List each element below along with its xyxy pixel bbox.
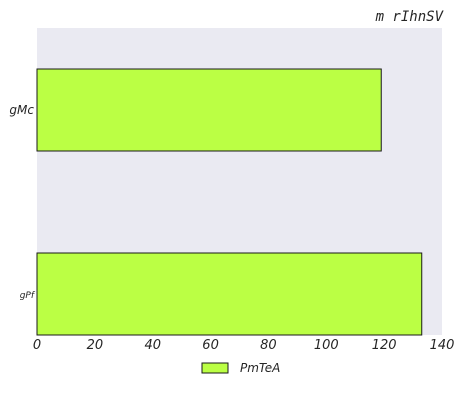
legend-label: PmTeA bbox=[240, 361, 280, 375]
bars-group bbox=[36, 68, 423, 336]
x-tick-label: 20 bbox=[87, 338, 104, 353]
y-category-label: gPf bbox=[20, 291, 36, 301]
x-tick-label: 60 bbox=[202, 338, 219, 353]
legend: PmTeA bbox=[201, 361, 280, 375]
legend-swatch bbox=[201, 362, 229, 374]
x-tick-label: 120 bbox=[372, 338, 397, 353]
y-category-label: gMc bbox=[9, 103, 34, 117]
y-category-labels: gMc gPf bbox=[9, 103, 35, 301]
x-tick-label: 40 bbox=[144, 338, 161, 353]
x-tick-labels: 0 20 40 60 80 100 120 140 bbox=[33, 338, 455, 353]
bar-gPf bbox=[36, 252, 423, 336]
x-tick-label: 140 bbox=[430, 338, 455, 353]
chart-title: m rIhnSV bbox=[375, 9, 445, 25]
x-tick-label: 100 bbox=[314, 338, 339, 353]
x-tick-label: 0 bbox=[33, 338, 41, 353]
x-tick-label: 80 bbox=[260, 338, 277, 353]
bar-gMc bbox=[36, 68, 382, 152]
